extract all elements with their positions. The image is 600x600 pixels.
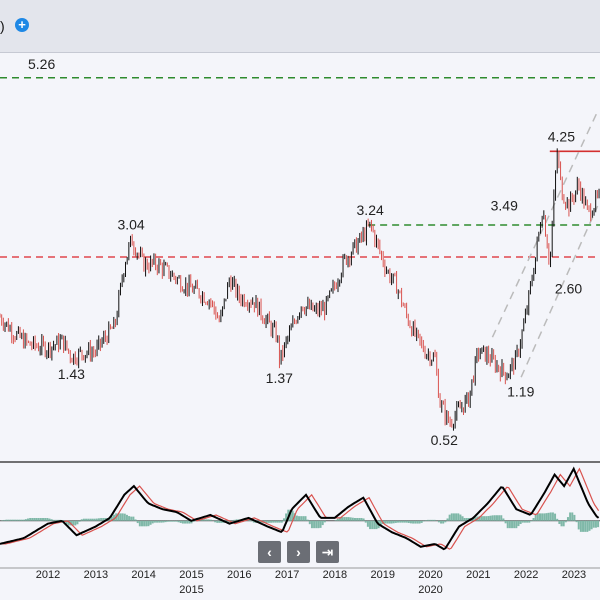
chevron-right-icon: › — [296, 544, 301, 560]
x-tick-2015: 2015 — [179, 569, 204, 581]
chart-title-fragment: ) — [0, 18, 5, 34]
scroll-right-button[interactable]: › — [287, 541, 310, 563]
x-tick-lower-2020: 2020 — [418, 584, 443, 596]
x-tick-2017: 2017 — [274, 569, 300, 581]
chevron-left-icon: ‹ — [267, 544, 272, 560]
level-label-0: 5.26 — [28, 56, 55, 72]
chart-header-bar: ) + — [0, 0, 600, 53]
oscillator-signal-line — [0, 467, 600, 550]
oscillator-panel — [0, 466, 600, 551]
price-annotation-8: 2.60 — [555, 281, 582, 297]
scroll-left-button[interactable]: ‹ — [258, 541, 281, 563]
price-chart: 5.26 1.43 3.04 1.37 3.24 0.52 1.19 3.49 4.25 2.60 — [0, 56, 600, 569]
x-tick-2022: 2022 — [513, 569, 539, 581]
price-annotation-3: 3.24 — [357, 202, 384, 218]
price-annotation-0: 1.43 — [58, 366, 85, 382]
price-annotation-6: 3.49 — [491, 198, 518, 214]
x-tick-2016: 2016 — [227, 569, 252, 581]
x-tick-2020: 2020 — [418, 569, 443, 581]
x-tick-2019: 2019 — [370, 569, 395, 581]
x-tick-2023: 2023 — [561, 569, 587, 581]
jump-to-end-icon: ⇥ — [321, 544, 334, 560]
channel-line-1 — [520, 205, 599, 378]
price-annotation-4: 0.52 — [431, 432, 458, 448]
jump-to-latest-button[interactable]: ⇥ — [316, 541, 339, 563]
price-annotation-5: 1.19 — [507, 383, 534, 399]
oscillator-main-line — [0, 466, 600, 551]
x-tick-2018: 2018 — [322, 569, 348, 581]
x-tick-lower-2015: 2015 — [179, 584, 204, 596]
x-tick-2012: 2012 — [35, 569, 61, 581]
price-panel: 5.26 1.43 3.04 1.37 3.24 0.52 1.19 3.49 4.25 2.60 — [0, 56, 600, 448]
plus-circle-icon[interactable]: + — [15, 18, 29, 32]
x-tick-2013: 2013 — [83, 569, 109, 581]
price-annotation-2: 1.37 — [266, 370, 293, 386]
x-tick-2014: 2014 — [131, 569, 156, 581]
price-annotation-7: 4.25 — [548, 128, 575, 144]
price-annotation-1: 3.04 — [117, 217, 144, 233]
x-tick-2021: 2021 — [466, 569, 491, 581]
